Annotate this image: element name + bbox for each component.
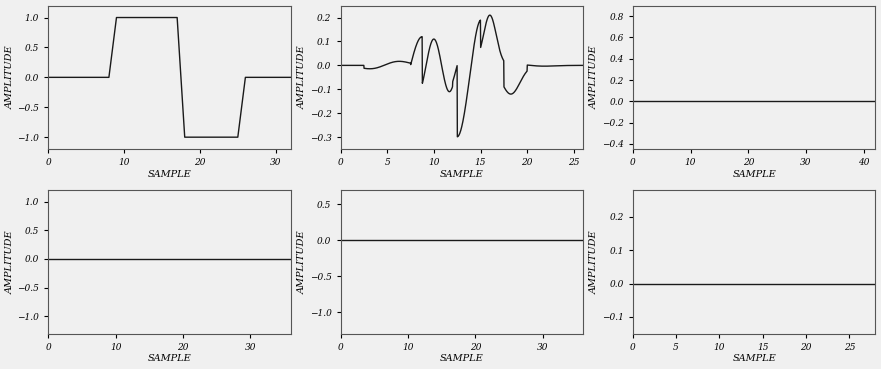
X-axis label: SAMPLE: SAMPLE <box>732 355 776 363</box>
Y-axis label: AMPLITUDE: AMPLITUDE <box>5 45 15 109</box>
X-axis label: SAMPLE: SAMPLE <box>732 170 776 179</box>
X-axis label: SAMPLE: SAMPLE <box>148 170 191 179</box>
X-axis label: SAMPLE: SAMPLE <box>148 355 191 363</box>
Y-axis label: AMPLITUDE: AMPLITUDE <box>298 230 307 294</box>
Y-axis label: AMPLITUDE: AMPLITUDE <box>590 45 599 109</box>
Y-axis label: AMPLITUDE: AMPLITUDE <box>298 45 307 109</box>
X-axis label: SAMPLE: SAMPLE <box>440 170 484 179</box>
Y-axis label: AMPLITUDE: AMPLITUDE <box>5 230 15 294</box>
X-axis label: SAMPLE: SAMPLE <box>440 355 484 363</box>
Y-axis label: AMPLITUDE: AMPLITUDE <box>590 230 599 294</box>
